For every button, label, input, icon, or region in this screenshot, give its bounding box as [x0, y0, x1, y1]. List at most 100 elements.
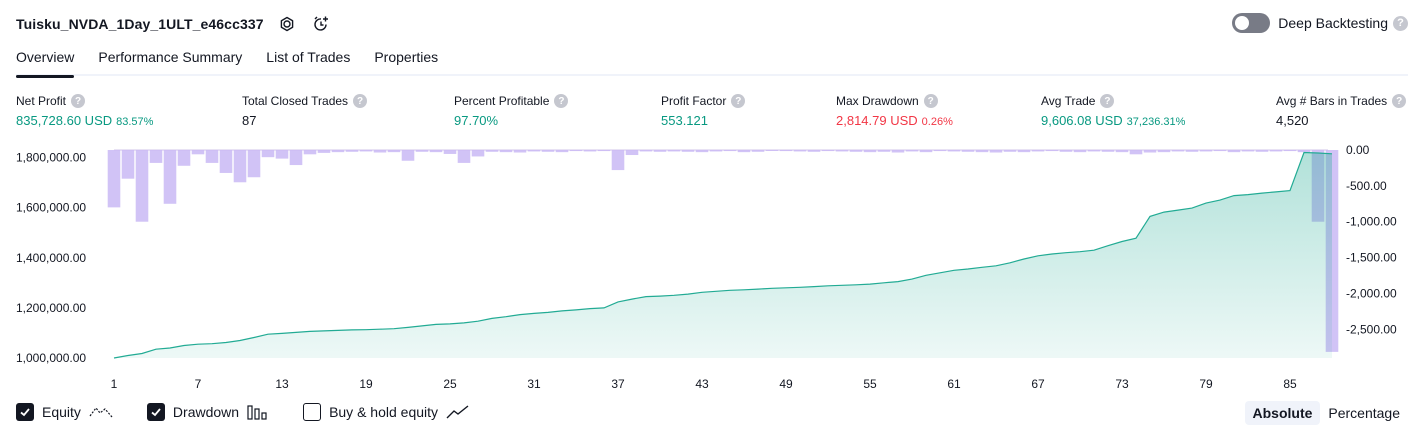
tab-performance-summary[interactable]: Performance Summary	[98, 49, 243, 65]
metric-profit-factor: Profit Factor? 553.121	[661, 93, 746, 128]
drawdown-bar	[457, 150, 471, 163]
help-icon[interactable]: ?	[71, 94, 86, 108]
drawdown-bar	[1185, 150, 1199, 152]
metric-value: 97.70%	[454, 113, 499, 128]
x-axis-tick: 31	[527, 377, 541, 391]
drawdown-bar	[443, 150, 457, 154]
drawdown-bar	[737, 150, 751, 153]
drawdown-bar	[541, 150, 555, 152]
drawdown-bar	[1199, 150, 1213, 152]
tab-overview[interactable]: Overview	[16, 46, 75, 78]
drawdown-bar	[373, 150, 387, 153]
drawdown-bar	[289, 150, 303, 166]
buy-hold-checkbox[interactable]	[303, 403, 322, 421]
absolute-button[interactable]: Absolute	[1244, 401, 1321, 425]
drawdown-bar	[317, 150, 331, 153]
drawdown-bar	[163, 150, 177, 204]
metric-max-drawdown: Max Drawdown? 2,814.79 USD 0.26%	[836, 93, 953, 128]
metric-label: Avg Trade	[1041, 94, 1096, 108]
strategy-header: Tuisku_NVDA_1Day_1ULT_e46cc337	[16, 12, 332, 36]
x-axis-tick: 7	[195, 377, 202, 391]
legend-equity[interactable]: Equity	[16, 403, 113, 421]
tab-list-of-trades[interactable]: List of Trades	[266, 49, 351, 65]
drawdown-bar	[667, 150, 681, 152]
drawdown-bar	[695, 150, 709, 153]
drawdown-bar	[261, 150, 275, 158]
x-axis-tick: 49	[779, 377, 793, 391]
legend-label: Buy & hold equity	[329, 404, 439, 420]
y-axis-left-tick: 1,200,000.00	[16, 301, 86, 315]
deep-backtesting: Deep Backtesting ?	[1232, 13, 1408, 33]
metric-label: Max Drawdown	[836, 94, 919, 108]
drawdown-bar	[849, 150, 863, 152]
help-icon[interactable]: ?	[353, 94, 368, 108]
drawdown-bar	[107, 150, 121, 208]
drawdown-bar	[947, 150, 961, 152]
drawdown-bar	[1087, 150, 1101, 152]
help-icon[interactable]: ?	[1393, 15, 1408, 31]
drawdown-bar	[681, 150, 695, 152]
equity-checkbox[interactable]	[16, 403, 34, 421]
equity-drawdown-chart[interactable]: 1,800,000.00 1,600,000.00 1,400,000.00 1,20…	[0, 140, 1424, 395]
drawdown-bar	[1003, 150, 1017, 152]
drawdown-bar	[1269, 150, 1283, 152]
drawdown-bar	[1157, 150, 1171, 153]
legend-buy-hold[interactable]: Buy & hold equity	[303, 403, 470, 421]
drawdown-bar	[1073, 150, 1087, 153]
metric-value: 4,520	[1276, 113, 1309, 128]
metric-percent-profitable: Percent Profitable? 97.70%	[454, 93, 569, 128]
y-axis-left-tick: 1,400,000.00	[16, 251, 86, 265]
drawdown-bar	[415, 150, 429, 152]
gear-icon[interactable]	[276, 13, 298, 35]
help-icon[interactable]: ?	[923, 94, 938, 108]
percentage-button[interactable]: Percentage	[1328, 405, 1400, 421]
help-icon[interactable]: ?	[731, 94, 746, 108]
tab-properties[interactable]: Properties	[374, 49, 439, 65]
drawdown-bar	[1283, 150, 1297, 152]
help-icon[interactable]: ?	[554, 94, 569, 108]
metric-label: Net Profit	[16, 94, 67, 108]
metric-percent: 0.26%	[921, 116, 953, 128]
chart-legend: Equity Drawdown Buy & hold equity	[16, 403, 504, 421]
drawdown-bar	[513, 150, 527, 153]
drawdown-bar	[177, 150, 191, 166]
metric-value: 87	[242, 113, 257, 128]
drawdown-bar	[135, 150, 149, 222]
legend-drawdown[interactable]: Drawdown	[146, 403, 269, 421]
y-axis-right-tick: -1,000.00	[1346, 215, 1397, 229]
legend-label: Equity	[42, 404, 81, 420]
drawdown-bar	[919, 150, 933, 153]
metric-value: 2,814.79 USD	[836, 113, 918, 128]
x-axis-tick: 73	[1115, 377, 1129, 391]
drawdown-bar	[1031, 150, 1045, 152]
camera-plus-icon[interactable]	[310, 13, 332, 35]
metric-label: Percent Profitable	[454, 94, 550, 108]
deep-backtesting-toggle[interactable]	[1232, 13, 1271, 33]
drawdown-bar	[303, 150, 317, 155]
drawdown-bar	[345, 150, 359, 152]
drawdown-bar	[331, 150, 345, 153]
drawdown-bar	[1255, 150, 1269, 152]
drawdown-bar	[1115, 150, 1129, 153]
y-axis-right-tick: 0.00	[1346, 143, 1370, 157]
drawdown-bar	[975, 150, 989, 153]
drawdown-bar	[401, 150, 415, 161]
buy-hold-line-icon	[446, 404, 470, 420]
drawdown-checkbox[interactable]	[146, 403, 165, 421]
metric-net-profit: Net Profit? 835,728.60 USD 83.57%	[16, 93, 153, 128]
equity-line-icon	[89, 404, 113, 420]
x-axis-tick: 25	[443, 377, 457, 391]
drawdown-bar	[1045, 150, 1059, 152]
y-axis-right-tick: -500.00	[1346, 179, 1387, 193]
metric-value: 553.121	[661, 113, 708, 128]
drawdown-bar	[989, 150, 1003, 153]
help-icon[interactable]: ?	[1392, 94, 1407, 108]
drawdown-bar	[1227, 150, 1241, 153]
x-axis-tick: 37	[611, 377, 625, 391]
drawdown-bar	[1171, 150, 1185, 152]
value-mode-switch: Absolute Percentage	[1244, 401, 1409, 425]
drawdown-bar	[821, 150, 835, 152]
drawdown-bar	[485, 150, 499, 152]
metric-avg-trade: Avg Trade? 9,606.08 USD 37,236.31%	[1041, 93, 1185, 128]
help-icon[interactable]: ?	[1100, 94, 1115, 108]
